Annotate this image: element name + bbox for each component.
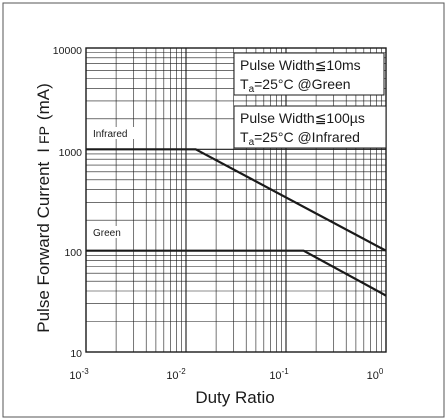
y-tick-1000: 1000 [59,147,83,159]
annotation-infrared: Pulse Width≦100µs Ta=25°C @Infrared [233,105,387,149]
annotation-infrared-line2: Ta=25°C @Infrared [240,129,360,148]
annotation-green: Pulse Width≦10ms Ta=25°C @Green [233,52,385,96]
x-tick-1e-1: 10-1 [269,367,289,382]
series-line-infrared [86,148,387,252]
annotation-infrared-box [233,105,387,149]
infrared-label-bg [91,127,135,139]
plot-border [85,47,387,353]
y-tick-10: 10 [70,348,82,360]
x-tick-1e-2: 10-2 [166,367,186,382]
series-line-green [86,249,387,297]
y-tick-100: 100 [64,247,82,259]
series-label-infrared: Infrared [93,129,127,140]
y-tick-labels: 10000 1000 100 10 [53,45,82,360]
y-axis-label: Pulse Forward CurrentIFP(mA) [34,83,53,332]
series-label-green: Green [93,228,121,239]
x-tick-1e-3: 10-3 [69,367,89,382]
series-lines [86,148,387,297]
x-tick-1e0: 100 [367,367,384,382]
x-axis-label: Duty Ratio [195,388,274,407]
annotation-green-line2: Ta=25°C @Green [240,76,351,95]
y-tick-10000: 10000 [53,45,82,57]
annotation-green-line1: Pulse Width≦10ms [240,57,361,73]
green-label-bg [91,226,125,238]
annotation-infrared-line1: Pulse Width≦100µs [240,110,365,126]
annotation-green-box [233,52,385,96]
x-tick-labels: 10-3 10-2 10-1 100 [69,367,384,382]
